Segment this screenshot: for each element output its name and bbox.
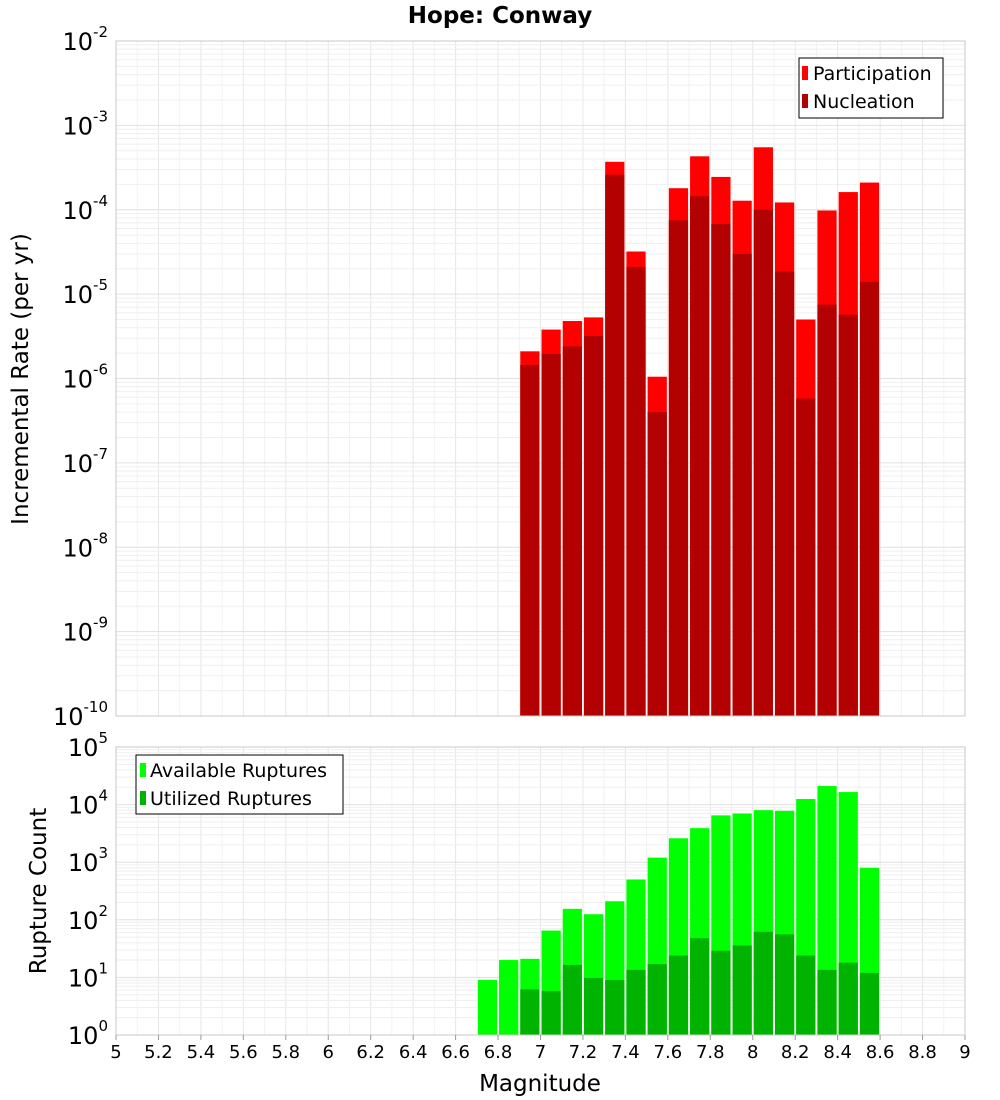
x-tick-label: 5 bbox=[110, 1042, 121, 1063]
top-bar-nucleation bbox=[690, 196, 710, 716]
x-tick-label: 5.8 bbox=[271, 1042, 300, 1063]
top-bars bbox=[520, 147, 880, 717]
top-bar-nucleation bbox=[520, 364, 540, 716]
bottom-bar-utilized-ruptures bbox=[711, 950, 731, 1035]
x-tick-label: 7.2 bbox=[569, 1042, 598, 1063]
top-bar-nucleation bbox=[796, 398, 816, 716]
bottom-y-axis-label: Rupture Count bbox=[26, 808, 52, 974]
x-tick-label: 7.4 bbox=[611, 1042, 640, 1063]
x-tick-label: 8.2 bbox=[781, 1042, 810, 1063]
bottom-bar-utilized-ruptures bbox=[562, 964, 582, 1035]
top-bar-nucleation bbox=[626, 266, 646, 716]
bottom-legend-box bbox=[135, 754, 344, 815]
bottom-bar-available-ruptures bbox=[499, 960, 519, 1035]
top-y-tick-label: 10-3 bbox=[62, 107, 108, 140]
bottom-bar-available-ruptures bbox=[477, 980, 498, 1035]
chart-title: Hope: Conway bbox=[408, 3, 592, 29]
x-tick-label: 8 bbox=[747, 1042, 758, 1063]
legend-available-swatch bbox=[140, 763, 146, 777]
top-y-axis-label: Incremental Rate (per yr) bbox=[8, 233, 34, 525]
top-bar-nucleation bbox=[562, 346, 582, 716]
top-bar-nucleation bbox=[774, 271, 795, 716]
x-tick-labels: 5 5.2 5.4 5.6 5.8 6 6.2 6.4 6.6 6.8 7 7.2 7.4 7.6 7.8 8… bbox=[110, 1035, 971, 1063]
top-bar-nucleation bbox=[605, 174, 625, 716]
x-tick-label: 6.8 bbox=[484, 1042, 513, 1063]
bottom-bar-utilized-ruptures bbox=[605, 980, 625, 1035]
bottom-bars bbox=[477, 786, 880, 1035]
bottom-bar-utilized-ruptures bbox=[520, 989, 540, 1035]
x-tick-label: 7.8 bbox=[696, 1042, 725, 1063]
bottom-bar-utilized-ruptures bbox=[838, 962, 858, 1035]
bottom-y-tick-label: 104 bbox=[68, 787, 108, 820]
bottom-bar-utilized-ruptures bbox=[626, 969, 646, 1035]
legend-utilized-label: Utilized Ruptures bbox=[150, 788, 312, 810]
top-bar-nucleation bbox=[583, 335, 604, 716]
x-tick-label: 7.6 bbox=[654, 1042, 683, 1063]
bottom-bar-utilized-ruptures bbox=[817, 969, 837, 1035]
bottom-y-tick-label: 102 bbox=[68, 902, 108, 935]
legend-utilized-swatch bbox=[140, 791, 146, 805]
legend-participation-label: Participation bbox=[813, 63, 932, 85]
bottom-bar-utilized-ruptures bbox=[583, 977, 604, 1035]
x-tick-label: 8.6 bbox=[866, 1042, 895, 1063]
top-bar-nucleation bbox=[838, 314, 858, 716]
legend-participation-swatch bbox=[802, 66, 808, 80]
x-tick-label: 6 bbox=[323, 1042, 334, 1063]
top-bar-nucleation bbox=[541, 354, 561, 716]
x-tick-label: 9 bbox=[959, 1042, 970, 1063]
x-tick-label: 8.4 bbox=[823, 1042, 852, 1063]
top-bar-nucleation bbox=[859, 281, 880, 716]
top-y-tick-label: 10-6 bbox=[62, 361, 108, 394]
x-axis-label: Magnitude bbox=[479, 1071, 601, 1097]
top-y-tick-label: 10-5 bbox=[62, 276, 108, 309]
top-bar-nucleation bbox=[647, 412, 667, 716]
top-bar-nucleation bbox=[668, 220, 689, 717]
legend-nucleation-swatch bbox=[802, 94, 808, 108]
top-bar-nucleation bbox=[753, 209, 773, 716]
top-bar-nucleation bbox=[817, 304, 837, 716]
x-tick-label: 7 bbox=[535, 1042, 546, 1063]
top-bar-nucleation bbox=[711, 223, 731, 716]
bottom-bar-utilized-ruptures bbox=[774, 934, 795, 1035]
top-y-tick-labels: 10-10 10-9 10-8 10-7 10-6 10-5 10-4 10-3 10-2 bbox=[53, 23, 108, 731]
bottom-bar-utilized-ruptures bbox=[796, 955, 816, 1035]
bottom-bar-utilized-ruptures bbox=[668, 955, 689, 1035]
x-tick-label: 5.4 bbox=[187, 1042, 216, 1063]
legend-nucleation-label: Nucleation bbox=[813, 91, 915, 113]
bottom-y-tick-label: 101 bbox=[68, 959, 108, 992]
bottom-y-tick-label: 103 bbox=[68, 844, 108, 877]
top-y-tick-label: 10-8 bbox=[62, 529, 108, 562]
top-legend-box bbox=[798, 57, 944, 119]
top-y-tick-label: 10-7 bbox=[62, 445, 108, 478]
bottom-legend: Available Ruptures Utilized Ruptures bbox=[135, 754, 344, 815]
top-gridlines bbox=[115, 41, 966, 717]
x-tick-label: 6.6 bbox=[441, 1042, 470, 1063]
x-tick-label: 5.2 bbox=[144, 1042, 173, 1063]
bottom-y-tick-labels: 100 101 102 103 104 105 bbox=[68, 729, 108, 1050]
top-bar-nucleation bbox=[732, 253, 752, 716]
top-y-tick-label: 10-4 bbox=[62, 192, 108, 225]
bottom-y-tick-label: 100 bbox=[68, 1017, 108, 1050]
x-tick-label: 5.6 bbox=[229, 1042, 258, 1063]
x-tick-label: 8.8 bbox=[908, 1042, 937, 1063]
top-y-tick-label: 10-10 bbox=[53, 698, 108, 731]
top-y-tick-label: 10-9 bbox=[62, 614, 108, 647]
legend-available-label: Available Ruptures bbox=[150, 760, 327, 782]
x-tick-label: 6.2 bbox=[356, 1042, 385, 1063]
bottom-bar-utilized-ruptures bbox=[732, 945, 752, 1035]
top-plot-frame bbox=[115, 40, 966, 717]
bottom-bar-utilized-ruptures bbox=[859, 972, 880, 1035]
bottom-bar-utilized-ruptures bbox=[753, 931, 773, 1035]
top-y-tick-label: 10-2 bbox=[62, 23, 108, 56]
x-tick-label: 6.4 bbox=[399, 1042, 428, 1063]
bottom-bar-utilized-ruptures bbox=[541, 991, 561, 1035]
bottom-bar-utilized-ruptures bbox=[690, 938, 710, 1035]
top-legend: Participation Nucleation bbox=[798, 57, 944, 119]
bottom-y-tick-label: 105 bbox=[68, 729, 108, 762]
bottom-bar-utilized-ruptures bbox=[647, 964, 667, 1035]
